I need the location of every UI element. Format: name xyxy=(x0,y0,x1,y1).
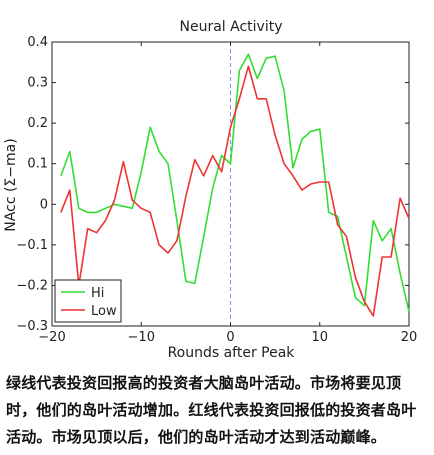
x-axis-label: Rounds after Peak xyxy=(168,345,296,360)
y-tick-label: 0.4 xyxy=(27,35,48,50)
x-tick-label: 0 xyxy=(226,330,234,345)
series-line-hi xyxy=(60,53,410,312)
y-tick-label: 0.1 xyxy=(27,157,48,172)
y-tick-label: 0.2 xyxy=(27,116,48,131)
x-tick-label: 20 xyxy=(401,330,418,345)
neural-activity-chart: Neural Activity −20 −10 0 10 20 −0.3 −0.2 −0.1 0… xyxy=(3,19,417,360)
x-tick-label: −10 xyxy=(128,330,155,345)
y-tick-label: −0.2 xyxy=(16,278,48,293)
y-tick-label: 0.3 xyxy=(27,76,48,91)
legend-label: Low xyxy=(91,304,117,319)
plot-area: −20 −10 0 10 20 −0.3 −0.2 −0.1 0 0.1 0.2 0.3 0.4 Hi Lo… xyxy=(16,35,417,345)
legend-box xyxy=(54,279,122,323)
legend-label: Hi xyxy=(91,286,104,301)
chart-caption: 绿线代表投资回报高的投资者大脑岛叶活动。市场将要见顶时，他们的岛叶活动增加。红线… xyxy=(6,374,417,446)
y-tick-label: 0 xyxy=(40,197,48,212)
y-axis-label: NAcc (Σ−ma) xyxy=(3,138,19,231)
x-tick-label: 10 xyxy=(311,330,328,345)
y-tick-label: −0.3 xyxy=(16,319,48,334)
x-tick-label: −20 xyxy=(38,330,65,345)
chart-title: Neural Activity xyxy=(180,19,283,35)
series-line-low xyxy=(60,65,410,317)
y-tick-label: −0.1 xyxy=(16,238,48,253)
